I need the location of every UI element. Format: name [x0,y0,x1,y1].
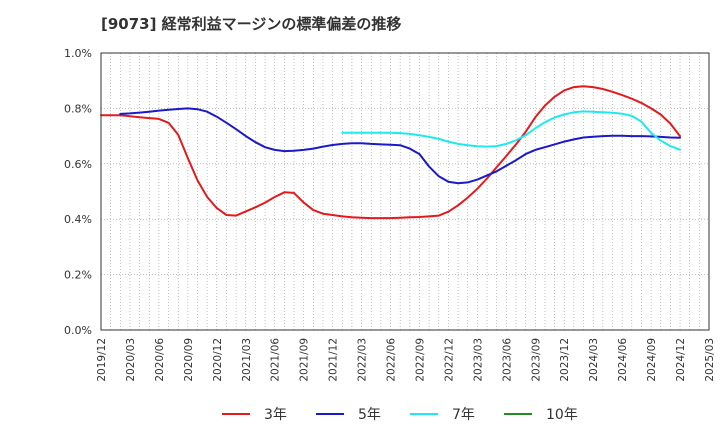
legend-label: 5年 [358,407,381,423]
x-tick-label: 2020/09 [183,338,195,382]
x-tick-label: 2021/09 [299,338,311,382]
plot-area [101,53,709,330]
x-tick-label: 2023/09 [530,338,542,382]
series-lines [100,85,681,220]
series-line [100,85,681,220]
series-line [119,107,681,185]
x-tick-label: 2024/03 [588,338,600,382]
x-tick-label: 2024/12 [675,338,687,382]
plot-border [100,52,710,331]
y-tick-label: 0.0% [64,324,92,337]
x-tick-label: 2020/06 [154,338,166,382]
x-tick-label: 2022/09 [414,338,426,382]
legend-label: 10年 [546,407,578,423]
legend-label: 7年 [452,407,475,423]
y-tick-label: 1.0% [64,47,92,60]
x-tick-label: 2023/03 [472,338,484,382]
x-tick-label: 2022/03 [357,338,369,382]
legend: 3年 5年 7年 10年 [222,407,578,423]
series-line [341,110,681,151]
legend-label: 3年 [264,407,287,423]
x-tick-label: 2021/03 [241,338,253,382]
x-tick-label: 2020/12 [212,338,224,382]
x-tick-label: 2024/06 [617,338,629,382]
y-tick-label: 0.8% [64,102,92,115]
x-tick-label: 2023/12 [559,338,571,382]
x-tick-label: 2025/03 [704,338,716,382]
y-tick-label: 0.6% [64,158,92,171]
y-tick-label: 0.4% [64,213,92,226]
y-tick-label: 0.2% [64,269,92,282]
x-tick-label: 2023/06 [501,338,513,382]
x-axis: 2019/12 2020/03 2020/06 2020/09 2020/12 2021/… [96,338,716,382]
x-tick-label: 2021/06 [270,338,282,382]
x-tick-label: 2022/12 [443,338,455,382]
x-tick-label: 2022/06 [386,338,398,382]
x-tick-label: 2019/12 [96,338,108,382]
chart-title: [9073] 経常利益マージンの標準偏差の推移 [101,15,402,33]
x-tick-label: 2024/09 [646,338,658,382]
x-tick-label: 2021/12 [328,338,340,382]
y-axis: 0.0% 0.2% 0.4% 0.6% 0.8% 1.0% [64,47,92,337]
x-tick-label: 2020/03 [125,338,137,382]
